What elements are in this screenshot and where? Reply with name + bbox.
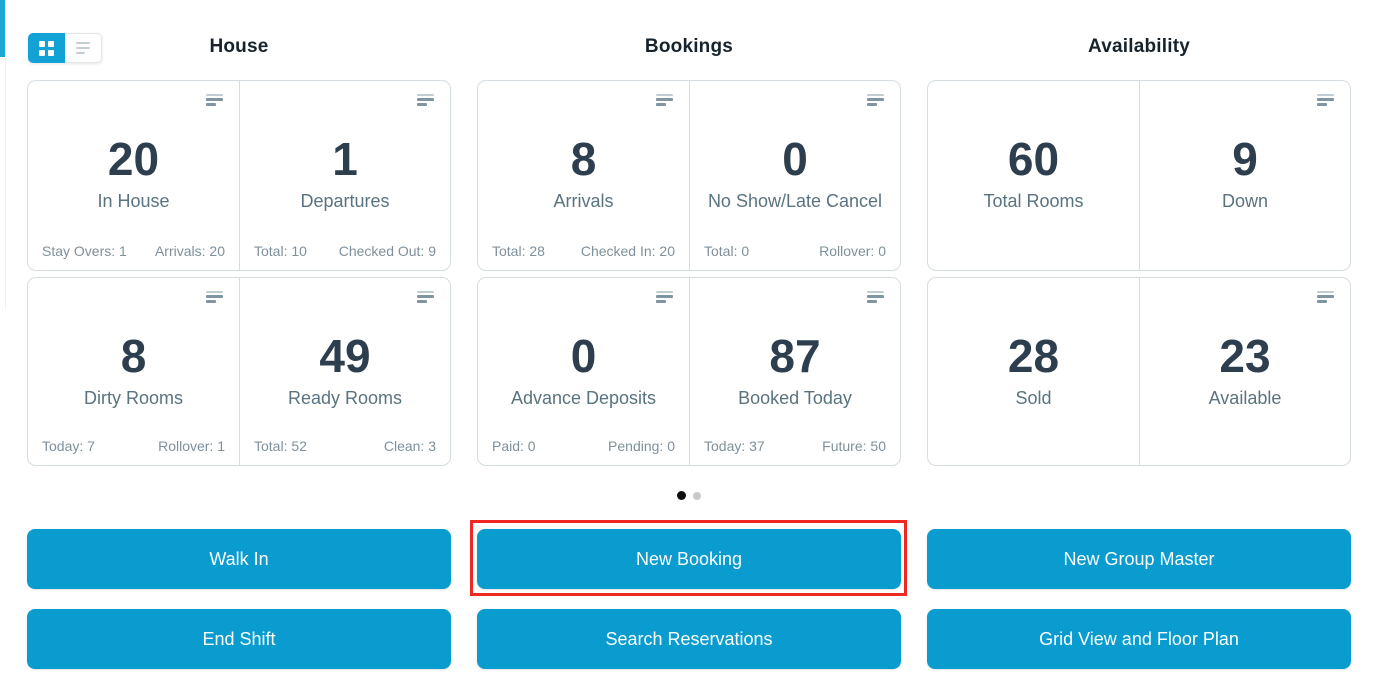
- card-label: Dirty Rooms: [28, 388, 239, 409]
- card-label: Ready Rooms: [240, 388, 450, 409]
- card-value: 23: [1140, 333, 1350, 379]
- stat-right: Pending: 0: [608, 438, 675, 454]
- stat-right: Clean: 3: [384, 438, 436, 454]
- stat-right: Arrivals: 20: [155, 243, 225, 259]
- stat-left: Total: 10: [254, 243, 307, 259]
- carousel-dot-active[interactable]: [677, 491, 686, 500]
- card-value: 8: [28, 333, 239, 379]
- stat-right: Checked In: 20: [581, 243, 675, 259]
- stat-card-no-show-late-cancel[interactable]: 0 No Show/Late Cancel Total: 0 Rollover:…: [689, 81, 900, 270]
- section-title-bookings: Bookings: [477, 36, 901, 58]
- new-group-master-button[interactable]: New Group Master: [927, 529, 1351, 589]
- stat-card-arrivals[interactable]: 8 Arrivals Total: 28 Checked In: 20: [478, 81, 689, 270]
- card-value: 0: [690, 136, 900, 182]
- card-label: Total Rooms: [928, 191, 1139, 212]
- walk-in-button[interactable]: Walk In: [27, 529, 451, 589]
- card-label: Advance Deposits: [478, 388, 689, 409]
- stat-card-booked-today[interactable]: 87 Booked Today Today: 37 Future: 50: [689, 278, 900, 465]
- stat-left: Today: 7: [42, 438, 95, 454]
- dashboard-page: House Bookings Availability 20 In House …: [0, 0, 1373, 688]
- card-value: 9: [1140, 136, 1350, 182]
- card-stats: Today: 7 Rollover: 1: [42, 438, 225, 454]
- stat-card-advance-deposits[interactable]: 0 Advance Deposits Paid: 0 Pending: 0: [478, 278, 689, 465]
- card-stats: Stay Overs: 1 Arrivals: 20: [42, 243, 225, 259]
- stat-card-in-house[interactable]: 20 In House Stay Overs: 1 Arrivals: 20: [28, 81, 239, 270]
- stat-card-down[interactable]: 9 Down: [1139, 81, 1350, 270]
- stat-left: Total: 0: [704, 243, 749, 259]
- card-label: No Show/Late Cancel: [690, 191, 900, 212]
- card-value: 28: [928, 333, 1139, 379]
- card-menu-icon[interactable]: [1317, 94, 1334, 106]
- stat-card-departures[interactable]: 1 Departures Total: 10 Checked Out: 9: [239, 81, 450, 270]
- card-value: 0: [478, 333, 689, 379]
- card-value: 20: [28, 136, 239, 182]
- section-title-availability: Availability: [927, 36, 1351, 58]
- card-stats: Total: 28 Checked In: 20: [492, 243, 675, 259]
- card-menu-icon[interactable]: [417, 291, 434, 303]
- availability-panel-bottom: 28 Sold 23 Available: [927, 277, 1351, 466]
- stat-card-dirty-rooms[interactable]: 8 Dirty Rooms Today: 7 Rollover: 1: [28, 278, 239, 465]
- stat-left: Total: 52: [254, 438, 307, 454]
- card-stats: Total: 10 Checked Out: 9: [254, 243, 436, 259]
- stat-card-total-rooms[interactable]: 60 Total Rooms: [928, 81, 1139, 270]
- card-label: Available: [1140, 388, 1350, 409]
- card-value: 1: [240, 136, 450, 182]
- stat-card-available[interactable]: 23 Available: [1139, 278, 1350, 465]
- stat-left: Stay Overs: 1: [42, 243, 127, 259]
- card-value: 87: [690, 333, 900, 379]
- house-panel-bottom: 8 Dirty Rooms Today: 7 Rollover: 1 49 Re…: [27, 277, 451, 466]
- stat-right: Future: 50: [822, 438, 886, 454]
- section-title-house: House: [27, 36, 451, 58]
- card-menu-icon[interactable]: [656, 291, 673, 303]
- bookings-panel-top: 8 Arrivals Total: 28 Checked In: 20 0 No…: [477, 80, 901, 271]
- stat-left: Paid: 0: [492, 438, 536, 454]
- new-booking-button[interactable]: New Booking: [477, 529, 901, 589]
- grid-view-floor-plan-button[interactable]: Grid View and Floor Plan: [927, 609, 1351, 669]
- card-label: Departures: [240, 191, 450, 212]
- stat-left: Total: 28: [492, 243, 545, 259]
- bookings-panel-bottom: 0 Advance Deposits Paid: 0 Pending: 0 87…: [477, 277, 901, 466]
- card-menu-icon[interactable]: [656, 94, 673, 106]
- end-shift-button[interactable]: End Shift: [27, 609, 451, 669]
- card-label: Sold: [928, 388, 1139, 409]
- card-menu-icon[interactable]: [867, 94, 884, 106]
- card-menu-icon[interactable]: [1317, 291, 1334, 303]
- card-menu-icon[interactable]: [867, 291, 884, 303]
- house-panel-top: 20 In House Stay Overs: 1 Arrivals: 20 1…: [27, 80, 451, 271]
- carousel-dot[interactable]: [693, 492, 701, 500]
- card-value: 60: [928, 136, 1139, 182]
- stat-right: Rollover: 1: [158, 438, 225, 454]
- stat-card-sold[interactable]: 28 Sold: [928, 278, 1139, 465]
- card-label: Arrivals: [478, 191, 689, 212]
- search-reservations-button[interactable]: Search Reservations: [477, 609, 901, 669]
- card-stats: Total: 52 Clean: 3: [254, 438, 436, 454]
- stat-card-ready-rooms[interactable]: 49 Ready Rooms Total: 52 Clean: 3: [239, 278, 450, 465]
- card-menu-icon[interactable]: [206, 291, 223, 303]
- card-label: Down: [1140, 191, 1350, 212]
- stat-left: Today: 37: [704, 438, 765, 454]
- card-label: In House: [28, 191, 239, 212]
- card-stats: Paid: 0 Pending: 0: [492, 438, 675, 454]
- left-divider-line: [5, 0, 6, 310]
- card-menu-icon[interactable]: [417, 94, 434, 106]
- card-value: 8: [478, 136, 689, 182]
- availability-panel-top: 60 Total Rooms 9 Down: [927, 80, 1351, 271]
- carousel-dots: [477, 491, 901, 500]
- card-label: Booked Today: [690, 388, 900, 409]
- card-value: 49: [240, 333, 450, 379]
- card-stats: Total: 0 Rollover: 0: [704, 243, 886, 259]
- card-stats: Today: 37 Future: 50: [704, 438, 886, 454]
- stat-right: Checked Out: 9: [339, 243, 436, 259]
- stat-right: Rollover: 0: [819, 243, 886, 259]
- card-menu-icon[interactable]: [206, 94, 223, 106]
